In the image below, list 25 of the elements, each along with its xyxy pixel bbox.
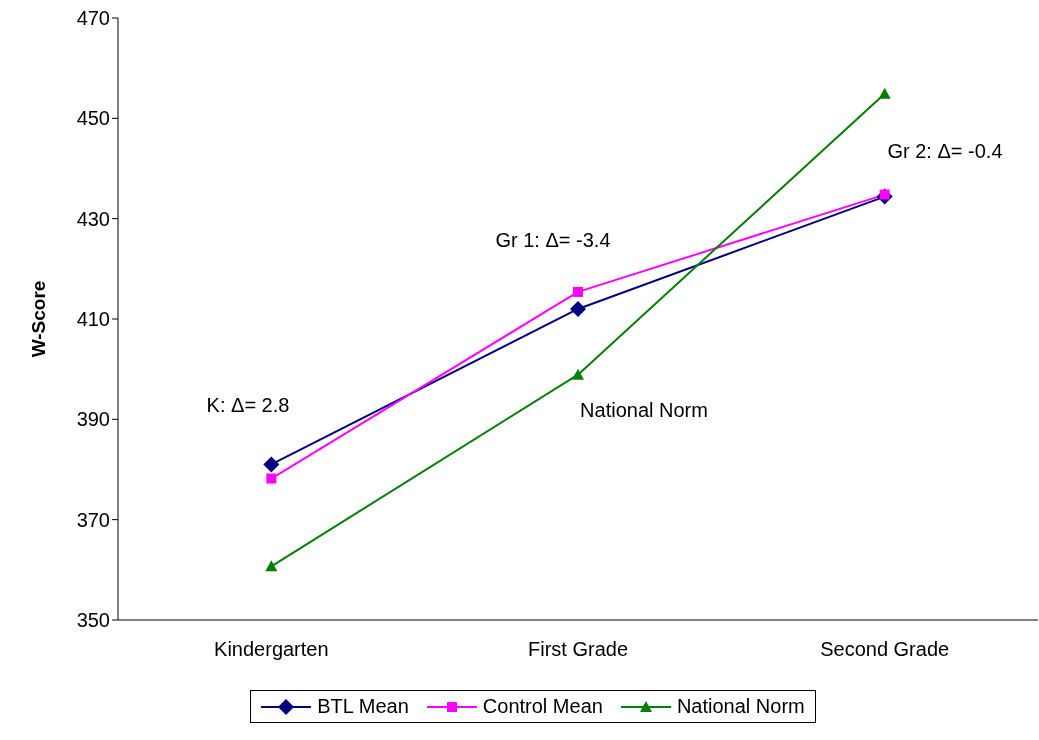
y-axis-title: W-Score <box>27 280 49 358</box>
x-tick-label: First Grade <box>527 638 629 661</box>
annotation: K: Δ= 2.8 <box>206 393 290 417</box>
x-tick-label: Kindergarten <box>214 638 329 661</box>
y-tick-label: 470 <box>76 7 110 30</box>
point <box>572 368 584 380</box>
legend-label: Control Mean <box>481 695 603 718</box>
annotation: National Norm <box>580 398 708 422</box>
point <box>266 473 277 484</box>
point <box>573 286 583 297</box>
annotation: Gr 2: Δ= -0.4 <box>887 139 1003 163</box>
point <box>570 300 586 317</box>
legend-label: BTL Mean <box>316 695 409 718</box>
y-tick-label: 390 <box>76 408 110 431</box>
point <box>265 560 278 572</box>
y-tick-label: 430 <box>76 207 110 230</box>
point <box>878 87 891 99</box>
annotation: Gr 1: Δ= -3.4 <box>495 228 611 252</box>
y-tick-label: 370 <box>76 508 110 531</box>
y-tick-label: 450 <box>76 107 110 130</box>
y-tick-label: 350 <box>76 609 110 632</box>
x-tick-label: Second Grade <box>820 638 950 661</box>
y-tick-label: 410 <box>76 308 110 331</box>
point <box>263 456 280 473</box>
legend-label: National Norm <box>675 695 805 718</box>
